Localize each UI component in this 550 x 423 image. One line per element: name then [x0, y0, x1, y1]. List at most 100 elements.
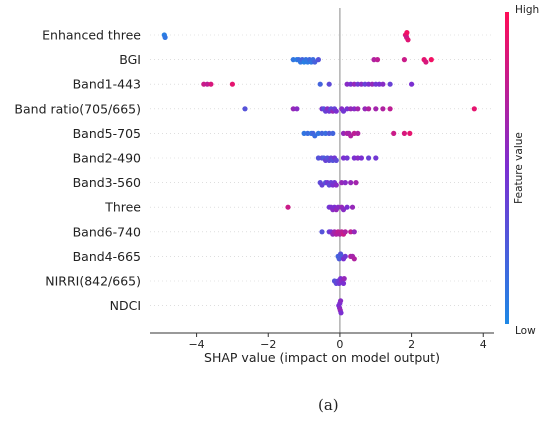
shap-point [301, 130, 307, 136]
feature-rows [150, 34, 494, 306]
shap-point [340, 155, 347, 161]
shap-point [330, 130, 336, 136]
shap-point [323, 130, 329, 136]
shap-point [335, 204, 341, 210]
shap-point [355, 130, 361, 136]
shap-point [333, 108, 339, 114]
shap-point [407, 130, 413, 136]
shap-point [338, 310, 344, 316]
shap-point [326, 130, 332, 136]
shap-point [162, 34, 168, 41]
shap-point [376, 81, 382, 87]
shap-point [401, 130, 407, 136]
shap-summary-plot: Enhanced three BGI Band1-443 Band ratio(705… [14, 4, 539, 365]
feature-label: Band4-665 [73, 249, 141, 264]
shap-point [315, 57, 321, 63]
shap-point [326, 81, 332, 87]
shap-point [405, 37, 411, 43]
shap-point [344, 155, 350, 161]
shap-point [428, 57, 434, 63]
feature-label: Band6-740 [73, 224, 141, 239]
shap-point [366, 81, 372, 87]
feature-labels: Enhanced three BGI Band1-443 Band ratio(705… [14, 28, 141, 314]
feature-label: NDCI [110, 298, 141, 313]
feature-label: Band1-443 [73, 77, 141, 92]
shap-points [161, 29, 477, 316]
colorbar-title: Feature value [513, 132, 525, 204]
feature-label: Enhanced three [42, 28, 141, 43]
shap-point [294, 106, 300, 112]
shap-point [391, 130, 397, 136]
feature-label: BGI [119, 52, 141, 67]
shap-point [351, 256, 357, 262]
shap-point [290, 106, 296, 112]
shap-point [333, 182, 339, 188]
shap-point [471, 106, 477, 112]
panel-label: (a) [318, 396, 339, 414]
shap-point [409, 81, 415, 87]
shap-point [380, 106, 386, 112]
colorbar-gradient [505, 12, 509, 324]
shap-point [242, 106, 248, 112]
shap-point [373, 106, 379, 112]
shap-point [229, 81, 235, 87]
shap-point [348, 81, 354, 87]
shap-point [317, 81, 323, 87]
shap-point [340, 130, 347, 136]
shap-point [362, 106, 368, 112]
x-tick-label: −2 [260, 338, 276, 351]
shap-point [374, 57, 381, 63]
shap-point [208, 81, 214, 87]
shap-point [348, 180, 354, 186]
shap-point [351, 229, 357, 235]
shap-point [353, 180, 359, 186]
shap-point [344, 81, 350, 87]
shap-point [319, 130, 325, 136]
feature-label: Band5-705 [73, 126, 141, 141]
x-tick-label: 0 [336, 338, 343, 351]
shap-point [348, 229, 354, 235]
x-tick-label: −4 [188, 338, 204, 351]
shap-point [355, 155, 361, 161]
shap-point [285, 204, 291, 210]
x-tick-label: 4 [480, 338, 487, 351]
shap-point [387, 81, 393, 87]
shap-point [366, 106, 372, 112]
colorbar: High Low Feature value [505, 4, 539, 337]
shap-point [342, 253, 348, 259]
shap-point [290, 57, 296, 63]
shap-point [404, 29, 410, 36]
colorbar-low-label: Low [515, 325, 536, 337]
shap-point [305, 130, 311, 136]
shap-point [340, 280, 347, 286]
x-tick-label: 2 [408, 338, 415, 351]
shap-point [423, 59, 429, 65]
shap-point [355, 106, 361, 112]
shap-point [338, 298, 344, 304]
shap-point [319, 229, 325, 235]
shap-point [387, 106, 393, 112]
shap-point [315, 130, 321, 136]
shap-point [401, 57, 407, 63]
shap-point [342, 229, 348, 235]
feature-label: Band2-490 [73, 151, 141, 166]
shap-point [349, 204, 356, 210]
colorbar-high-label: High [515, 4, 539, 16]
shap-point [204, 81, 210, 87]
shap-point [380, 81, 386, 87]
feature-label: Band ratio(705/665) [14, 101, 141, 116]
shap-point [342, 180, 348, 186]
feature-label: Band3-560 [73, 175, 141, 190]
shap-point [366, 155, 372, 161]
shap-point [373, 155, 379, 161]
shap-point [362, 81, 368, 87]
feature-label: NIRRI(842/665) [45, 274, 141, 289]
shap-point [348, 106, 354, 112]
shap-point [344, 106, 350, 112]
x-axis-title: SHAP value (impact on model output) [204, 350, 440, 365]
shap-point [341, 276, 347, 282]
shap-point [358, 81, 364, 87]
shap-point [355, 81, 361, 87]
feature-label: Three [104, 200, 141, 215]
x-axis: −4 −2 0 2 4 [150, 332, 494, 351]
